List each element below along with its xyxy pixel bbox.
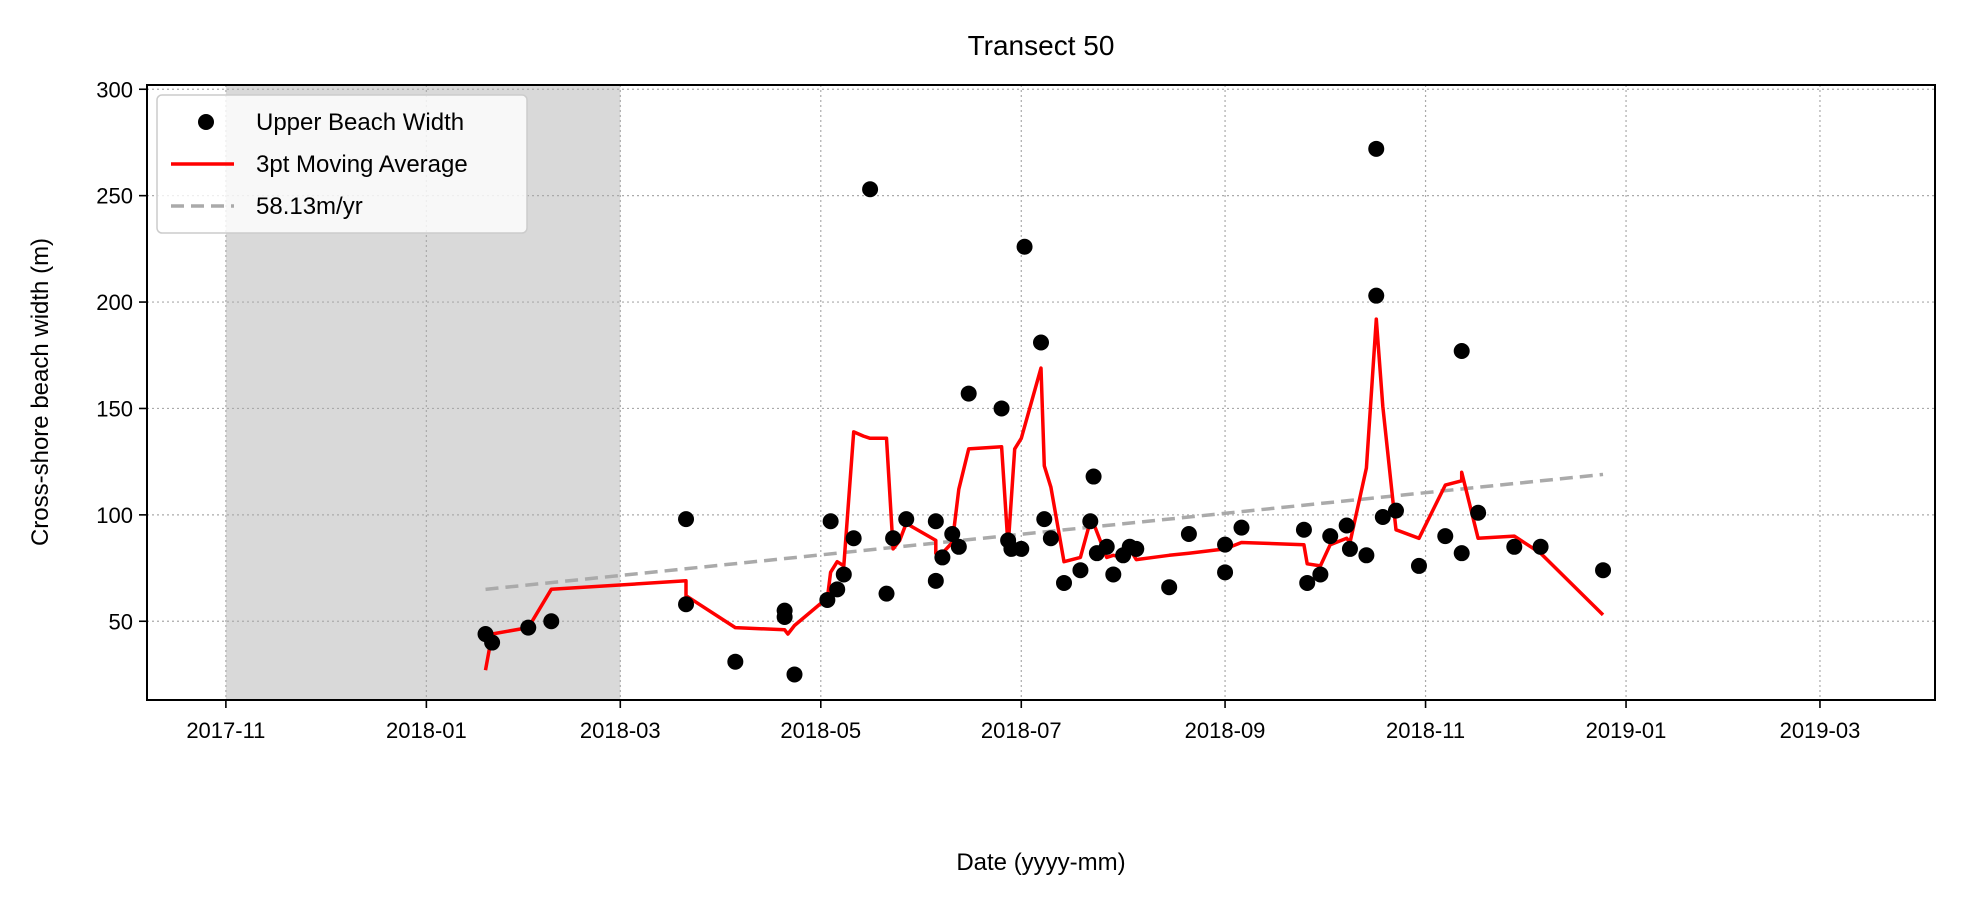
data-point — [484, 634, 501, 651]
data-point — [776, 609, 793, 626]
data-point — [1470, 504, 1487, 521]
data-point — [1368, 140, 1385, 157]
data-point — [822, 513, 839, 530]
x-tick-label: 2019-01 — [1586, 718, 1667, 743]
data-point — [1217, 564, 1234, 581]
data-point — [1338, 517, 1355, 534]
data-point — [1036, 511, 1053, 528]
y-tick-label: 250 — [96, 184, 133, 209]
x-axis-label: Date (yyyy-mm) — [956, 849, 1125, 876]
data-point — [835, 566, 852, 583]
y-tick-label: 150 — [96, 396, 133, 421]
data-point — [944, 526, 961, 543]
data-point — [1506, 538, 1523, 555]
data-point — [543, 613, 560, 630]
data-point — [885, 530, 902, 547]
x-tick-label: 2019-03 — [1780, 718, 1861, 743]
data-point — [1453, 545, 1470, 562]
plot-frame — [146, 84, 1936, 701]
y-tick-label: 200 — [96, 290, 133, 315]
data-point — [829, 581, 846, 598]
data-point — [1437, 528, 1454, 545]
data-point — [1387, 502, 1404, 519]
data-point — [1033, 334, 1049, 351]
y-axis-label: Cross-shore beach width (m) — [27, 238, 54, 546]
data-point — [845, 530, 862, 547]
data-point — [1341, 540, 1358, 557]
x-tick-label: 2018-09 — [1185, 718, 1266, 743]
y-axis-ticks: 50 100 150 200 250 300 — [96, 77, 147, 634]
data-point — [1312, 566, 1329, 583]
chart-title: Transect 50 — [968, 30, 1115, 61]
moving-average-series — [483, 317, 1605, 671]
trend-line — [485, 472, 1604, 592]
data-point — [1299, 574, 1316, 591]
trend-series — [485, 472, 1604, 592]
x-tick-label: 2018-11 — [1386, 718, 1465, 743]
x-tick-label: 2017-11 — [186, 718, 265, 743]
legend-marker-points — [198, 114, 214, 130]
data-point — [1098, 538, 1115, 555]
data-point — [898, 511, 915, 528]
data-point — [927, 513, 944, 530]
data-point — [1180, 526, 1197, 543]
x-tick-label: 2018-05 — [780, 718, 861, 743]
data-point — [1358, 547, 1375, 564]
data-point — [1072, 562, 1089, 579]
data-point — [1374, 508, 1391, 525]
data-point — [1082, 513, 1099, 530]
data-point — [819, 591, 836, 608]
data-point — [678, 596, 695, 613]
data-point — [1322, 528, 1339, 545]
data-point — [1595, 562, 1612, 579]
data-point — [1532, 538, 1549, 555]
data-point — [678, 511, 695, 528]
data-point — [1410, 557, 1427, 574]
data-point — [1368, 287, 1385, 304]
x-tick-label: 2018-03 — [580, 718, 661, 743]
data-point — [862, 181, 879, 198]
data-point — [1453, 343, 1470, 360]
y-tick-label: 300 — [96, 77, 133, 102]
data-point — [520, 619, 537, 636]
y-tick-label: 100 — [96, 503, 133, 528]
x-tick-label: 2018-07 — [981, 718, 1062, 743]
data-point — [1042, 530, 1059, 547]
data-point — [1013, 540, 1030, 557]
legend-label-trend: 58.13m/yr — [256, 193, 363, 220]
data-point — [1105, 566, 1122, 583]
data-point — [727, 653, 744, 670]
data-point — [927, 572, 944, 589]
y-tick-label: 50 — [109, 609, 133, 634]
data-point — [993, 400, 1010, 417]
scatter-series — [477, 140, 1612, 683]
legend-label-moving-average: 3pt Moving Average — [256, 151, 468, 178]
legend-label-points: Upper Beach Width — [256, 109, 464, 136]
x-tick-label: 2018-01 — [386, 718, 467, 743]
data-point — [950, 538, 967, 555]
data-point — [1128, 540, 1145, 557]
data-point — [934, 549, 951, 566]
data-point — [786, 666, 803, 683]
data-point — [1295, 521, 1312, 538]
x-axis-ticks: 2017-11 2018-01 2018-03 2018-05 2018-07 2018-… — [186, 700, 1860, 743]
grid — [147, 85, 1935, 700]
data-point — [1217, 536, 1234, 553]
data-point — [960, 385, 977, 402]
data-point — [1085, 468, 1102, 485]
data-point — [1233, 519, 1250, 536]
legend: Upper Beach Width 3pt Moving Average 58.… — [156, 94, 528, 234]
data-point — [1016, 238, 1033, 255]
data-point — [1056, 574, 1073, 591]
data-point — [878, 585, 895, 602]
legend-box — [156, 94, 528, 234]
moving-average-line — [483, 317, 1605, 671]
data-point — [1161, 579, 1178, 596]
